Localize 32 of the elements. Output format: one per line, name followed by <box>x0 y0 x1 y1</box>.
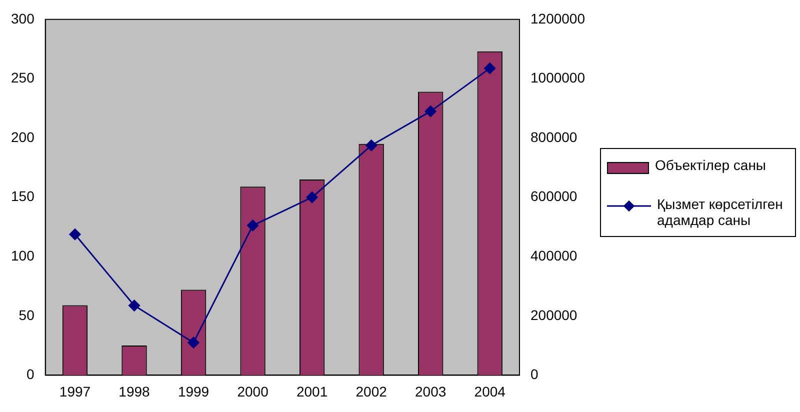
point <box>247 220 259 232</box>
x-tick-label: 1998 <box>118 383 150 400</box>
point <box>366 140 378 152</box>
x-tick-label: 2001 <box>296 383 328 400</box>
y2-tick-label: 200000 <box>530 306 578 323</box>
y2-tick-label: 600000 <box>530 188 578 204</box>
x-tick-label: 1999 <box>178 383 210 400</box>
y-tick-label: 100 <box>11 247 35 264</box>
y2-tick-label: 1000000 <box>530 70 586 86</box>
y-tick-label: 300 <box>11 10 35 26</box>
point <box>188 336 200 348</box>
legend-label: Объектілер саны <box>655 157 766 173</box>
y-tick-label: 150 <box>11 188 35 204</box>
x-tick-label: 2004 <box>474 383 506 400</box>
y-tick-label: 0 <box>26 366 35 382</box>
point <box>306 192 318 204</box>
point <box>424 106 436 118</box>
point <box>69 228 81 240</box>
y2-tick-label: 400000 <box>530 247 578 264</box>
y-tick-label: 50 <box>18 306 35 323</box>
y2-tick-label: 1200000 <box>530 10 586 26</box>
point <box>484 62 496 74</box>
legend-label: Қызмет көрсетілген адамдар саны <box>657 196 784 228</box>
y2-tick-label: 800000 <box>530 128 578 145</box>
x-tick-label: 1997 <box>59 383 91 400</box>
x-tick-label: 2003 <box>415 383 446 400</box>
y-tick-label: 200 <box>11 128 35 145</box>
y-tick-label: 250 <box>11 70 35 86</box>
y2-tick-label: 0 <box>530 366 538 382</box>
point <box>128 300 140 312</box>
x-tick-label: 2002 <box>356 383 388 400</box>
x-tick-label: 2000 <box>237 383 269 400</box>
